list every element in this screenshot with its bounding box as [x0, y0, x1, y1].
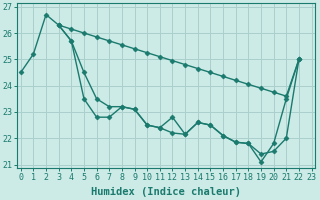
- X-axis label: Humidex (Indice chaleur): Humidex (Indice chaleur): [91, 187, 241, 197]
